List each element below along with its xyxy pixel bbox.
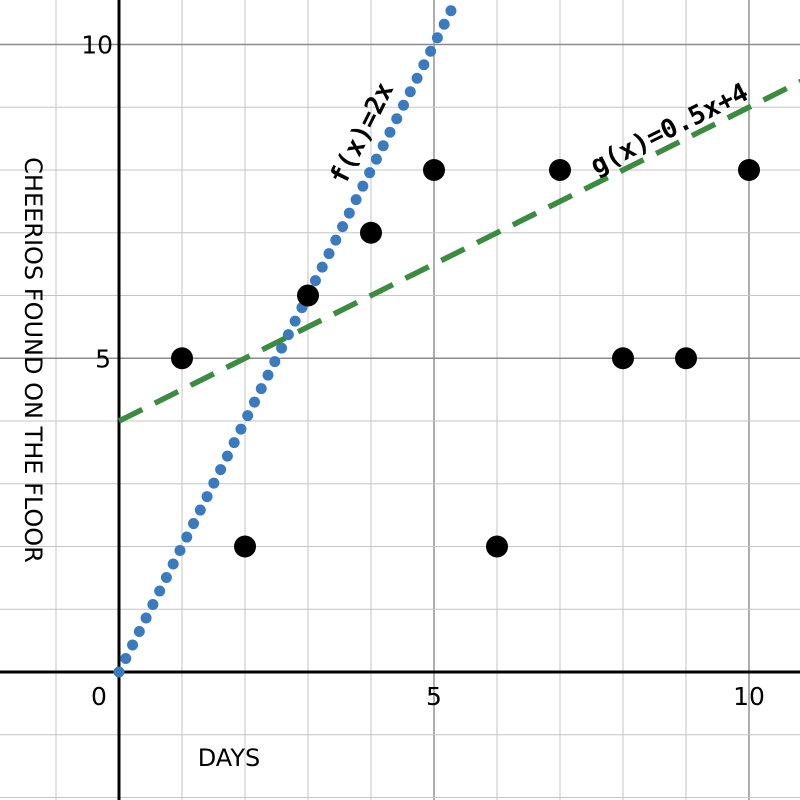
tick-label-x: 5: [426, 682, 442, 711]
function-line-f: [113, 0, 462, 678]
data-point: [423, 159, 445, 181]
data-point: [486, 535, 508, 558]
y-axis-title: CHEERIOS FOUND ON THE FLOOR: [19, 157, 47, 563]
tick-label-y: 10: [81, 31, 113, 60]
data-point: [738, 159, 760, 181]
x-axis-title: DAYS: [198, 744, 261, 772]
data-point: [297, 284, 319, 307]
tick-label-y: 5: [95, 344, 111, 373]
data-point: [549, 159, 571, 181]
data-point: [234, 535, 256, 558]
data-point: [612, 347, 634, 370]
function-lines: [113, 0, 800, 678]
function-line-g: [117, 78, 800, 424]
data-point: [675, 347, 697, 370]
function-label-g: g(x)=0.5x+4: [586, 78, 753, 182]
tick-labels: 0 5 10 5 10: [81, 31, 765, 712]
data-point: [360, 221, 382, 244]
data-point: [171, 347, 193, 370]
tick-label-origin: 0: [91, 682, 107, 711]
data-points: [171, 159, 760, 558]
tick-label-x: 10: [733, 682, 765, 711]
